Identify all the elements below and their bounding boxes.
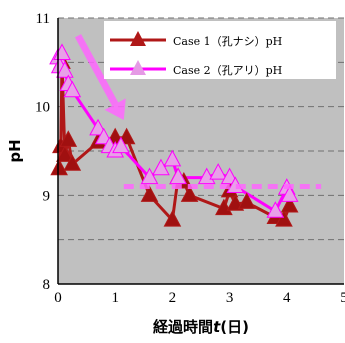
tick-labels: 8 9 10 11 0 1 2 3 4 5 — [35, 11, 345, 306]
data-point-case2 — [112, 136, 130, 154]
data-point-case1 — [59, 130, 78, 147]
x-tick-label: 0 — [54, 290, 62, 306]
data-point-case2 — [56, 61, 74, 78]
data-point-case2 — [152, 158, 170, 176]
data-point-case1 — [275, 210, 293, 227]
x-tick-label: 1 — [111, 290, 119, 306]
data-point-case1 — [63, 154, 82, 171]
data-point-case2 — [169, 167, 187, 185]
data-point-case2 — [163, 149, 182, 167]
x-tick-label: 2 — [169, 290, 177, 306]
data-point-case1 — [50, 158, 68, 176]
legend-marker-case1 — [130, 31, 146, 46]
legend-label-case2: Case 2（孔アリ）pH — [173, 64, 282, 77]
data-point-case1 — [140, 185, 159, 202]
data-point-case1 — [56, 145, 74, 162]
data-point-case1 — [163, 210, 182, 227]
legend: Case 1（孔ナシ）pH Case 2（孔アリ）pH — [104, 21, 336, 79]
axes — [57, 18, 344, 285]
x-tick-label: 4 — [283, 290, 291, 306]
data-point-case2 — [197, 167, 216, 185]
legend-label-case1: Case 1（孔ナシ）pH — [173, 35, 282, 48]
x-axis-title-unit: (日) — [220, 318, 249, 336]
annotation-layer — [74, 34, 322, 189]
data-point-case1 — [215, 198, 233, 216]
data-point-case2 — [209, 163, 227, 180]
data-point-case1 — [280, 195, 299, 213]
series-layer — [49, 43, 299, 227]
data-point-case1 — [180, 185, 199, 202]
x-axis-title-main: 経過時間 — [153, 318, 213, 336]
y-tick-label: 9 — [43, 188, 51, 204]
data-point-case2 — [266, 201, 285, 218]
y-axis-title: pH — [6, 139, 24, 162]
trend-arrow-shaft — [74, 34, 119, 106]
data-point-case1 — [237, 192, 256, 209]
x-tick-label: 3 — [226, 290, 234, 306]
x-axis-title: 経過時間t(日) — [153, 318, 249, 336]
y-tick-label: 8 — [43, 277, 51, 293]
y-tick-label: 11 — [36, 11, 50, 27]
x-tick-label: 5 — [340, 290, 345, 306]
data-point-case2 — [140, 167, 159, 185]
legend-item-case2: Case 2（孔アリ）pH — [110, 60, 282, 77]
data-point-case2 — [63, 80, 82, 98]
x-axis-title-var: t — [213, 318, 221, 336]
data-point-case2 — [280, 185, 299, 202]
y-tick-label: 10 — [35, 100, 50, 116]
legend-marker-case2 — [130, 60, 146, 75]
trend-arrow-head — [104, 98, 126, 120]
legend-item-case1: Case 1（孔ナシ）pH — [110, 31, 282, 48]
